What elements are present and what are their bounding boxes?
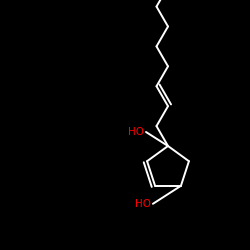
Text: HO: HO — [135, 199, 151, 209]
Text: HO: HO — [128, 127, 144, 137]
